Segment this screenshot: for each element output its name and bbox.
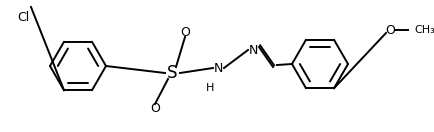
Text: S: S <box>167 64 177 82</box>
Text: N: N <box>248 44 258 56</box>
Text: N: N <box>214 62 223 74</box>
Text: O: O <box>180 25 190 39</box>
Text: Cl: Cl <box>17 11 29 24</box>
Text: O: O <box>150 102 160 114</box>
Text: H: H <box>206 83 214 93</box>
Text: O: O <box>385 23 395 37</box>
Text: CH₃: CH₃ <box>414 25 434 35</box>
